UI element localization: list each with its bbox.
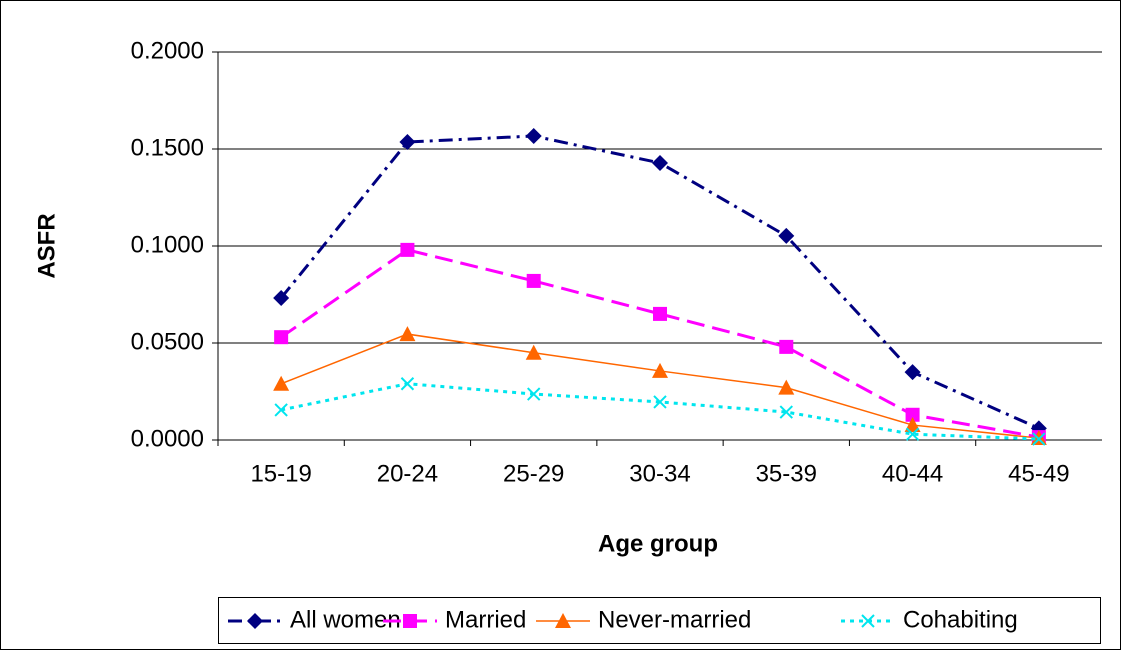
marker (273, 375, 290, 391)
marker (905, 407, 920, 422)
y-tick-label: 0.0000 (131, 425, 204, 452)
legend-marker (247, 613, 263, 629)
marker (399, 134, 416, 151)
marker (652, 154, 668, 171)
y-tick-label: 0.2000 (131, 37, 204, 64)
y-tick-label: 0.1000 (131, 231, 204, 258)
marker (399, 326, 416, 342)
legend-marker (403, 614, 417, 628)
marker (1030, 430, 1047, 446)
x-axis-title: Age group (598, 530, 718, 557)
marker (1032, 432, 1046, 446)
legend-label: All women (290, 606, 401, 633)
legend-marker (555, 613, 571, 628)
marker (778, 227, 795, 244)
marker (653, 395, 667, 409)
x-tick-label: 35-39 (756, 460, 817, 487)
x-tick-label: 30-34 (629, 460, 690, 487)
marker (273, 289, 290, 306)
marker (779, 405, 793, 419)
marker (527, 387, 541, 401)
x-tick-label: 40-44 (882, 460, 943, 487)
legend-box (218, 597, 1101, 644)
marker (526, 273, 541, 288)
marker (652, 362, 668, 378)
x-tick-label: 20-24 (377, 460, 438, 487)
marker (905, 427, 920, 441)
marker (274, 330, 289, 345)
marker (400, 242, 415, 257)
marker (400, 377, 415, 391)
x-tick-label: 15-19 (250, 460, 311, 487)
y-tick-label: 0.1500 (131, 134, 204, 161)
marker (274, 403, 288, 417)
marker (653, 306, 667, 321)
legend-label: Cohabiting (903, 606, 1018, 633)
y-tick-label: 0.0500 (131, 328, 204, 355)
marker (778, 379, 795, 395)
marker (904, 364, 921, 381)
legend-label: Never-married (598, 606, 751, 633)
marker (904, 417, 921, 433)
y-axis-title: ASFR (33, 213, 60, 278)
x-tick-label: 25-29 (503, 460, 564, 487)
marker (525, 128, 542, 145)
x-tick-label: 45-49 (1008, 460, 1069, 487)
legend-marker (861, 614, 875, 628)
marker (779, 339, 794, 354)
marker (525, 344, 542, 360)
legend-label: Married (445, 606, 526, 633)
